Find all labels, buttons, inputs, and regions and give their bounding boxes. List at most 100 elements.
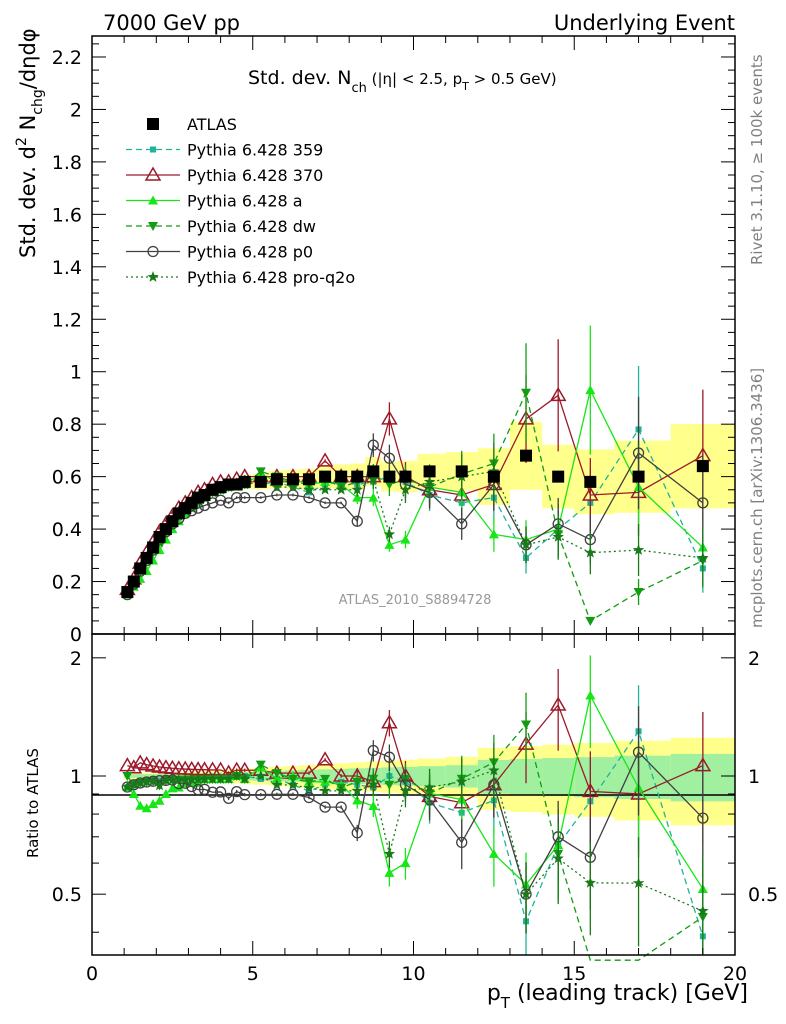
ratio-point <box>147 775 159 787</box>
data-point <box>316 452 334 467</box>
ratio-point <box>456 836 468 849</box>
ratio-point <box>352 795 363 805</box>
ratio-point <box>697 812 709 824</box>
ratio-point <box>271 788 283 800</box>
ratio-series-4 <box>122 692 708 961</box>
data-point <box>351 515 363 527</box>
data-point <box>400 534 411 544</box>
data-point <box>367 473 379 485</box>
ratio-point <box>239 773 251 784</box>
data-point <box>140 551 153 564</box>
main-series <box>119 325 712 626</box>
ratio-point <box>383 751 396 763</box>
ratio-point <box>384 867 395 877</box>
ratio-band-inner <box>542 758 575 797</box>
ratio-point <box>160 774 172 786</box>
data-point <box>383 470 396 483</box>
ratio-y-tick-label-right: 2 <box>748 648 760 670</box>
ratio-point <box>367 778 379 790</box>
x-tick-label: 20 <box>723 963 747 985</box>
y-tick-label: 1.6 <box>52 204 82 226</box>
ratio-point <box>173 773 185 785</box>
ratio-point <box>423 781 436 793</box>
legend-label: Pythia 6.428 a <box>187 192 303 211</box>
ratio-point <box>632 877 645 888</box>
rivet-label: Rivet 3.1.10, ≥ 100k events <box>748 54 766 265</box>
mcplots-label: mcplots.cern.ch [arXiv:1306.3436] <box>748 368 766 628</box>
data-point <box>520 538 532 550</box>
ratio-point <box>582 782 599 798</box>
x-tick-label: 10 <box>401 963 425 985</box>
data-point <box>456 518 468 530</box>
ratio-point <box>319 801 331 813</box>
data-point <box>521 388 532 398</box>
data-point <box>582 486 599 501</box>
data-point <box>214 494 227 506</box>
data-point <box>399 470 412 483</box>
ratio-point <box>287 778 299 790</box>
ratio-point <box>214 786 227 798</box>
y-tick-label: 2.2 <box>52 47 82 69</box>
data-point <box>287 481 299 492</box>
ratio-point <box>316 751 334 766</box>
ratio-y-tick-label: 2 <box>70 648 82 670</box>
ratio-point <box>166 774 179 785</box>
data-point <box>383 452 396 464</box>
ratio-point <box>488 848 499 858</box>
ratio-point <box>521 720 532 730</box>
ratio-point <box>148 799 159 809</box>
ratio-point <box>351 784 363 796</box>
ratio-y-tick-label: 1 <box>70 766 82 788</box>
ratio-point <box>198 773 211 785</box>
plot-title-sub2: T <box>461 80 469 93</box>
data-point <box>584 546 596 558</box>
data-point <box>319 483 331 495</box>
y-tick-label: 1.2 <box>52 309 82 331</box>
data-point <box>335 470 348 483</box>
header-right: Underlying Event <box>554 11 735 35</box>
ratio-point <box>384 780 395 790</box>
x-tick-labels: 0 5 10 15 20 <box>86 963 747 985</box>
y-tick-label: 0 <box>70 624 82 646</box>
data-point <box>335 483 347 495</box>
ratio-point <box>255 760 266 770</box>
x-tick-label: 5 <box>247 963 259 985</box>
ratio-y-axis-label: Ratio to ATLAS <box>24 748 42 858</box>
ratio-point <box>140 776 153 787</box>
ratio-point <box>549 696 567 711</box>
data-point <box>319 497 331 509</box>
ratio-point <box>198 783 211 796</box>
main-y-tick-labels: 0 0.2 0.4 0.6 0.8 1 1.2 1.4 1.6 1.8 2 2.2 <box>52 47 82 646</box>
ratio-series-6 <box>121 742 709 955</box>
ratio-point <box>520 888 532 899</box>
data-point <box>286 473 299 486</box>
y-tick-label: 0.4 <box>52 519 82 541</box>
data-point <box>632 470 645 483</box>
ratio-series <box>119 655 712 961</box>
data-point <box>487 470 500 483</box>
ratio-point <box>222 792 235 804</box>
ratio-ticks <box>91 634 736 955</box>
ratio-point <box>179 773 191 785</box>
ratio-point <box>257 775 264 782</box>
y-tick-label: 2 <box>70 99 82 121</box>
data-point <box>335 497 347 509</box>
ratio-point <box>121 781 134 792</box>
data-point <box>552 531 564 542</box>
data-point <box>134 562 147 575</box>
main-ticks <box>91 36 736 635</box>
ratio-point <box>128 788 139 798</box>
ratio-point <box>400 858 411 868</box>
legend-entry: Pythia 6.428 p0 <box>126 243 313 262</box>
main-y-axis-label: Std. dev. d2 Nchg/dηdφ <box>14 28 46 258</box>
data-point <box>254 475 267 488</box>
ratio-point <box>153 779 166 791</box>
ratio-point <box>255 788 267 801</box>
data-point <box>367 439 379 451</box>
plot-title-rest2: > 0.5 GeV) <box>469 70 557 88</box>
data-point <box>697 497 709 509</box>
ratio-point <box>271 773 282 783</box>
data-point <box>287 489 299 501</box>
y-tick-label: 1.4 <box>52 257 82 279</box>
ratio-point <box>192 784 204 796</box>
